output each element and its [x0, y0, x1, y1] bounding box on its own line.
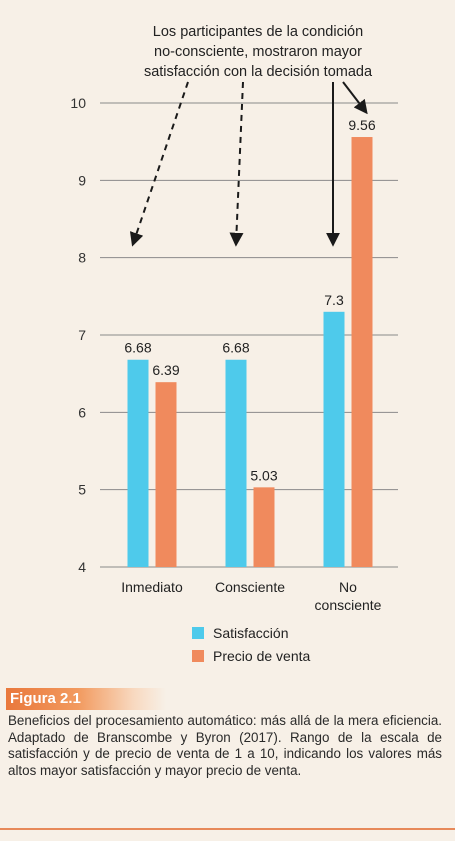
y-tick-label: 5	[78, 482, 86, 498]
y-tick-label: 6	[78, 404, 86, 420]
legend-swatch	[192, 627, 204, 639]
data-label: 6.39	[152, 362, 179, 378]
bar-chart: 4 5 6 7 8 9 10 6.68 6.68 7.3 6.39 5.03 9.56 Inmediat…	[70, 24, 398, 664]
bar	[225, 359, 247, 567]
data-label: 5.03	[250, 467, 277, 483]
x-tick-label: No	[339, 579, 357, 595]
data-label: 7.3	[324, 292, 344, 308]
annotation-text: no-consciente, mostraron mayor	[154, 44, 362, 60]
annotation-arrow	[229, 81, 244, 247]
annotation-text: Los participantes de la condición	[153, 24, 363, 40]
bar	[253, 487, 275, 567]
data-label: 9.56	[348, 117, 375, 133]
bar	[127, 359, 149, 567]
legend-swatch	[192, 650, 204, 662]
y-tick-label: 7	[78, 327, 86, 343]
bar	[351, 137, 373, 567]
legend-label: Precio de venta	[213, 648, 310, 664]
data-label: 6.68	[124, 340, 151, 356]
x-tick-label: Inmediato	[121, 579, 183, 595]
y-tick-label: 9	[78, 172, 86, 188]
data-label: 6.68	[222, 340, 249, 356]
y-tick-label: 10	[70, 95, 86, 111]
figure-label: Figura 2.1	[10, 690, 81, 707]
x-tick-label: consciente	[315, 597, 382, 613]
legend-label: Satisfacción	[213, 625, 288, 641]
y-tick-label: 8	[78, 250, 86, 266]
annotation-arrow	[129, 81, 189, 247]
figure-caption: Beneficios del procesamiento automático:…	[8, 713, 442, 778]
figure-label-badge: Figura 2.1	[6, 688, 166, 710]
bar	[323, 311, 345, 567]
y-tick-label: 4	[78, 559, 86, 575]
annotation-text: satisfacción con la decisión tomada	[144, 64, 373, 80]
bar	[155, 382, 177, 567]
x-tick-label: Consciente	[215, 579, 285, 595]
annotation-arrow	[342, 81, 368, 115]
bottom-rule	[0, 828, 455, 830]
